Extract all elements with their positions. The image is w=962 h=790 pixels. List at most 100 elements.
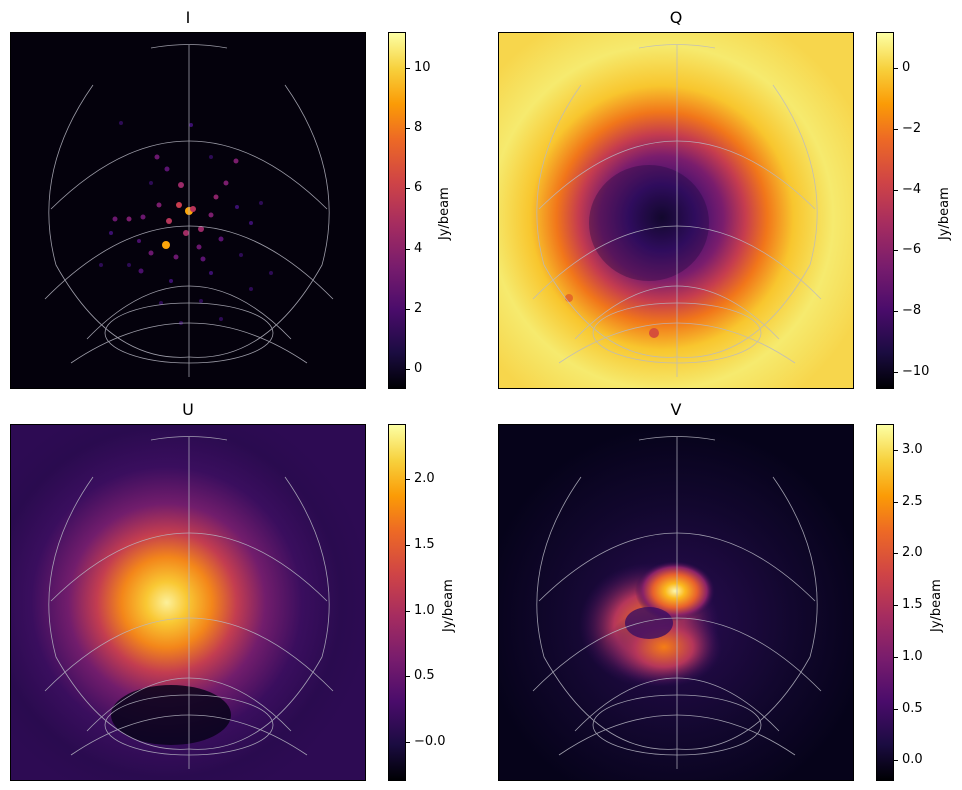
- colorbar-tick-label: 4: [414, 240, 423, 256]
- colorbar-tick-mark: [894, 605, 898, 607]
- point-source: [198, 226, 204, 232]
- point-source: [209, 155, 213, 159]
- colorbar-tick-label: 0.5: [902, 700, 923, 716]
- heatmap-u: [10, 424, 366, 781]
- point-source: [269, 271, 273, 275]
- colorbar-tick-mark: [406, 742, 410, 744]
- point-source: [223, 180, 229, 186]
- point-source: [126, 216, 132, 222]
- colorbar-tick-mark: [894, 656, 898, 658]
- point-source: [176, 202, 182, 208]
- colorbar-tick-mark: [894, 449, 898, 451]
- colorbar-tick-label: −8: [902, 303, 922, 319]
- point-source: [148, 250, 154, 256]
- colorbar-i: [388, 32, 406, 389]
- graticule: [532, 44, 822, 377]
- graticule: [44, 44, 334, 377]
- colorbar-tick-mark: [894, 189, 898, 191]
- point-source: [159, 301, 163, 305]
- point-source: [164, 166, 170, 172]
- point-source: [112, 216, 118, 222]
- colorbar-tick-label: 6: [414, 180, 423, 196]
- colorbar-tick-mark: [406, 676, 410, 678]
- colorbar-label-v: Jy/beam: [929, 579, 944, 632]
- point-source: [218, 236, 224, 242]
- colorbar-tick-mark: [406, 68, 410, 70]
- colorbar-tick-label: 8: [414, 120, 423, 136]
- point-source: [109, 231, 113, 235]
- point-source: [200, 256, 206, 262]
- colorbar-tick-label: −4: [902, 181, 922, 197]
- colorbar-tick-label: 0.0: [902, 752, 923, 768]
- colorbar-tick-mark: [894, 553, 898, 555]
- colorbar-tick-mark: [894, 501, 898, 503]
- colorbar-tick-label: 0: [414, 360, 423, 376]
- point-source: [99, 263, 103, 267]
- colorbar-tick-label: 1.0: [414, 602, 435, 618]
- point-source: [213, 194, 219, 200]
- colorbar-tick-label: −0.0: [414, 734, 446, 750]
- colorbar-tick-mark: [406, 188, 410, 190]
- colorbar-tick-mark: [894, 760, 898, 762]
- colorbar-tick-mark: [406, 544, 410, 546]
- colorbar-tick-label: 2: [414, 300, 423, 316]
- panel-title: V: [670, 400, 682, 419]
- point-source: [154, 154, 160, 160]
- colorbar-tick-label: 10: [414, 60, 431, 76]
- colorbar-tick-mark: [406, 368, 410, 370]
- colorbar-tick-label: 2.0: [414, 471, 435, 487]
- colorbar-v: [876, 424, 894, 781]
- point-source: [140, 214, 146, 220]
- point-source: [183, 230, 189, 236]
- colorbar-tick-label: 1.0: [902, 648, 923, 664]
- colorbar-tick-mark: [406, 248, 410, 250]
- point-source: [178, 182, 184, 188]
- colorbar-tick-label: 1.5: [414, 536, 435, 552]
- point-source: [233, 158, 239, 164]
- point-source: [166, 218, 172, 224]
- point-source: [137, 239, 141, 243]
- colorbar-tick-mark: [894, 371, 898, 373]
- colorbar-label-u: Jy/beam: [441, 579, 456, 632]
- point-source: [239, 253, 243, 257]
- heatmap-i: [10, 32, 366, 389]
- colorbar-tick-label: 0.5: [414, 668, 435, 684]
- point-source: [149, 181, 153, 185]
- colorbar-tick-mark: [894, 68, 898, 70]
- point-source: [169, 279, 173, 283]
- graticule: [44, 436, 334, 769]
- point-sources: [99, 121, 273, 325]
- colorbar-label-i: Jy/beam: [437, 187, 452, 240]
- colorbar-tick-label: 2.0: [902, 545, 923, 561]
- colorbar-tick-label: 3.0: [902, 441, 923, 457]
- point-source: [173, 254, 179, 260]
- point-source: [156, 202, 162, 208]
- colorbar-q: [876, 32, 894, 389]
- point-source: [162, 241, 170, 249]
- colorbar-tick-mark: [894, 311, 898, 313]
- colorbar-tick-mark: [406, 308, 410, 310]
- colorbar-tick-mark: [894, 129, 898, 131]
- point-source: [138, 268, 144, 274]
- point-source: [119, 121, 123, 125]
- heatmap-q: [498, 32, 854, 389]
- point-source: [189, 123, 193, 127]
- colorbar-tick-mark: [894, 250, 898, 252]
- colorbar-u: [388, 424, 406, 781]
- point-source: [208, 212, 214, 218]
- colorbar-tick-label: −6: [902, 242, 922, 258]
- colorbar-tick-label: −10: [902, 363, 930, 379]
- panel-title: I: [185, 8, 191, 27]
- graticule: [532, 436, 822, 769]
- point-source: [249, 287, 253, 291]
- colorbar-tick-label: 2.5: [902, 493, 923, 509]
- point-source: [259, 201, 263, 205]
- point-source: [209, 271, 213, 275]
- point-source: [219, 317, 223, 321]
- colorbar-tick-label: 0: [902, 60, 911, 76]
- colorbar-tick-label: −2: [902, 121, 922, 137]
- colorbar-tick-mark: [406, 128, 410, 130]
- colorbar-label-q: Jy/beam: [937, 187, 952, 240]
- colorbar-tick-mark: [894, 708, 898, 710]
- colorbar-tick-label: 1.5: [902, 597, 923, 613]
